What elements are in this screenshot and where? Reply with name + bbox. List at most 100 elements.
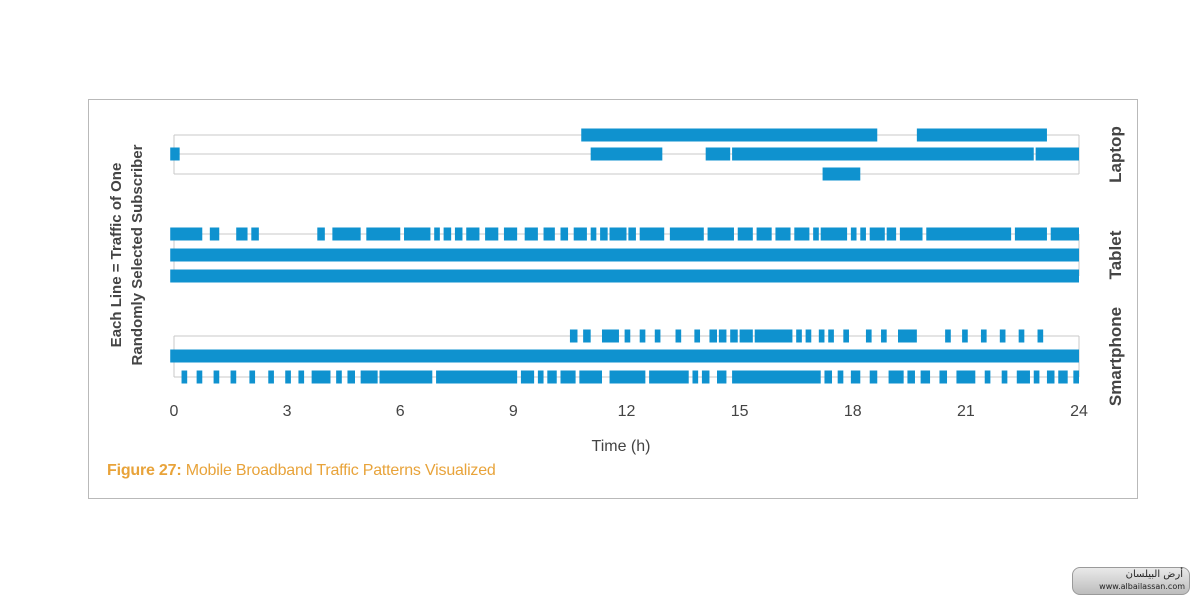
traffic-bar	[590, 147, 663, 161]
traffic-bar	[907, 370, 915, 384]
traffic-bar	[466, 227, 480, 241]
traffic-bar	[1033, 370, 1040, 384]
traffic-bar	[730, 329, 738, 343]
traffic-bar	[404, 227, 431, 241]
traffic-bar	[756, 227, 772, 241]
traffic-bar	[609, 227, 627, 241]
traffic-bar	[639, 227, 665, 241]
traffic-bar	[794, 227, 810, 241]
traffic-bar	[336, 370, 342, 384]
x-tick-label: 6	[396, 403, 405, 420]
x-tick-label: 3	[283, 403, 292, 420]
traffic-bar	[579, 370, 602, 384]
traffic-bar	[285, 370, 291, 384]
traffic-bar	[311, 370, 331, 384]
traffic-bar	[170, 349, 1080, 363]
traffic-bar	[718, 329, 727, 343]
x-tick-label: 9	[509, 403, 518, 420]
traffic-bar	[649, 370, 689, 384]
figure-caption: Figure 27: Mobile Broadband Traffic Patt…	[107, 462, 496, 480]
traffic-bar	[251, 227, 259, 241]
traffic-bar	[624, 329, 631, 343]
traffic-bar	[654, 329, 661, 343]
traffic-chart: Laptop Tablet Smartphone 0 3 6 9 12 15 18 21 24 Each…	[108, 126, 1125, 420]
traffic-bar	[360, 370, 378, 384]
traffic-bar	[732, 147, 1034, 161]
traffic-bar	[822, 167, 861, 181]
traffic-bar	[537, 370, 544, 384]
traffic-bar	[317, 227, 325, 241]
traffic-bar	[962, 329, 968, 343]
traffic-bar	[850, 370, 861, 384]
traffic-bar	[1014, 227, 1047, 241]
traffic-bar	[1018, 329, 1025, 343]
x-tick-label: 18	[844, 403, 862, 420]
group-label-laptop: Laptop	[1106, 126, 1125, 183]
traffic-bar	[837, 370, 844, 384]
traffic-bar	[754, 329, 793, 343]
traffic-bar	[170, 269, 1080, 283]
traffic-bar	[881, 329, 887, 343]
traffic-bar	[886, 227, 897, 241]
traffic-bar	[379, 370, 433, 384]
traffic-bar	[170, 227, 203, 241]
traffic-bar	[209, 227, 220, 241]
traffic-bar	[560, 227, 569, 241]
traffic-bar	[813, 227, 819, 241]
traffic-bar	[805, 329, 812, 343]
traffic-bar	[899, 227, 923, 241]
traffic-bar	[926, 227, 1012, 241]
y-axis-label-line1: Each Line = Traffic of One	[108, 163, 125, 348]
traffic-bar	[1050, 227, 1079, 241]
traffic-bar	[1035, 147, 1079, 161]
traffic-bar	[485, 227, 499, 241]
traffic-bar	[732, 370, 821, 384]
traffic-bar	[609, 370, 646, 384]
traffic-bar	[1073, 370, 1079, 384]
traffic-bar	[1046, 370, 1055, 384]
x-tick-label: 0	[170, 403, 179, 420]
traffic-bar	[818, 329, 825, 343]
traffic-bar	[600, 227, 608, 241]
traffic-bar	[590, 227, 597, 241]
traffic-bar	[694, 329, 701, 343]
x-axis-label: Time (h)	[591, 438, 651, 455]
traffic-bar	[916, 128, 1047, 142]
traffic-bar	[869, 370, 878, 384]
traffic-bar	[920, 370, 931, 384]
traffic-bar	[454, 227, 463, 241]
figure-frame: Laptop Tablet Smartphone 0 3 6 9 12 15 18 21 24 Each…	[88, 99, 1138, 499]
traffic-bar	[583, 329, 591, 343]
traffic-bar	[170, 248, 1080, 262]
traffic-bar	[945, 329, 951, 343]
x-tick-label: 15	[731, 403, 749, 420]
traffic-bar	[675, 329, 682, 343]
traffic-bar	[503, 227, 518, 241]
y-axis-label-line2: Randomly Selected Subscriber	[129, 144, 146, 365]
traffic-bar	[298, 370, 305, 384]
traffic-bar	[984, 370, 991, 384]
traffic-bar	[628, 227, 636, 241]
traffic-bar	[573, 227, 587, 241]
traffic-bar	[820, 227, 848, 241]
traffic-bar	[434, 227, 440, 241]
traffic-bar	[956, 370, 976, 384]
traffic-bar	[898, 329, 917, 343]
traffic-bar	[443, 227, 452, 241]
traffic-bar	[850, 227, 857, 241]
group-label-tablet: Tablet	[1106, 230, 1125, 279]
traffic-bar	[581, 128, 878, 142]
x-tick-label: 21	[957, 403, 975, 420]
traffic-bar	[865, 329, 872, 343]
traffic-bar	[709, 329, 717, 343]
traffic-bar	[236, 227, 248, 241]
traffic-bar	[1001, 370, 1008, 384]
traffic-bar	[1037, 329, 1044, 343]
traffic-bar	[828, 329, 834, 343]
traffic-bar	[1058, 370, 1068, 384]
traffic-bar	[547, 370, 557, 384]
traffic-bar	[560, 370, 576, 384]
traffic-bar	[999, 329, 1006, 343]
traffic-bar	[524, 227, 538, 241]
traffic-bar	[639, 329, 646, 343]
